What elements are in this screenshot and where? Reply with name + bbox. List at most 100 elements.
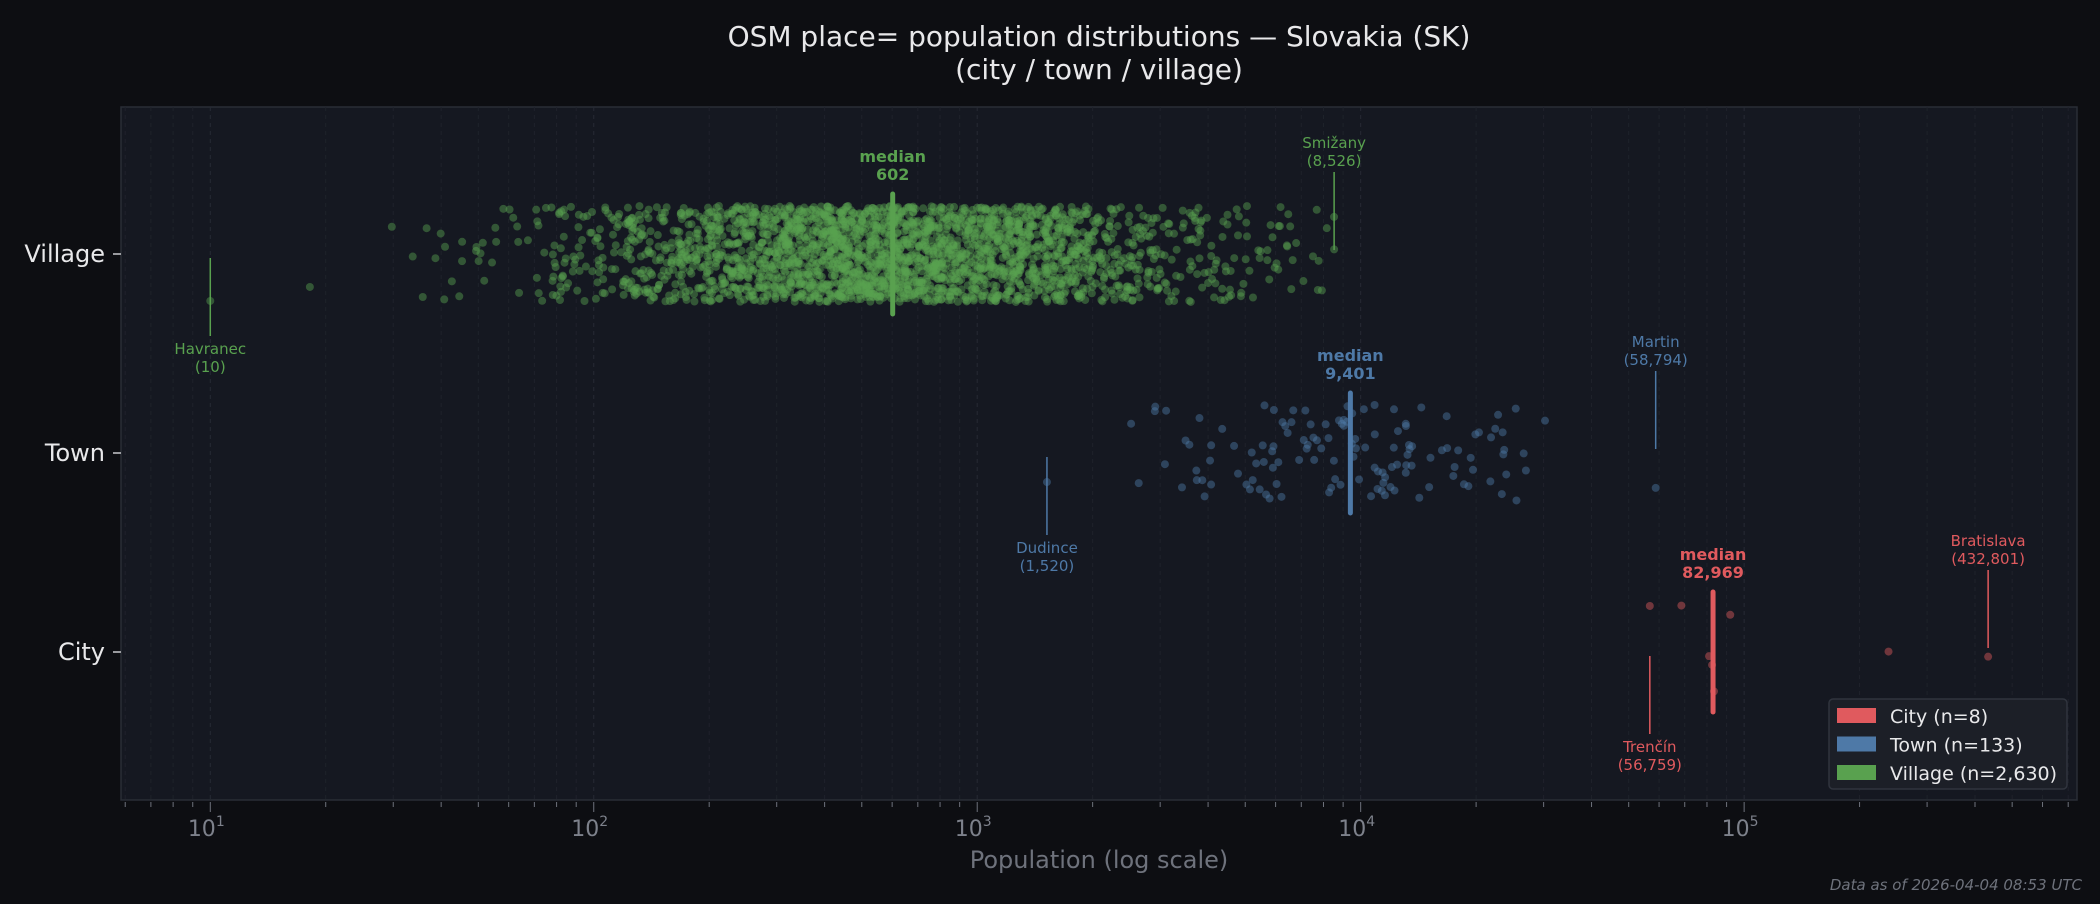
village-point: [1057, 243, 1066, 252]
village-point: [917, 267, 926, 276]
village-point: [793, 251, 802, 260]
village-point: [791, 227, 800, 236]
village-point: [977, 292, 986, 301]
village-point: [627, 255, 636, 264]
village-point: [1022, 247, 1031, 256]
town-point: [1471, 430, 1480, 439]
village-point: [1017, 240, 1026, 249]
y-tick-label-town: Town: [44, 439, 105, 467]
village-point: [598, 253, 607, 262]
village-point: [1071, 209, 1080, 218]
village-point: [819, 250, 828, 259]
village-point: [951, 249, 960, 258]
village-point: [1004, 267, 1013, 276]
village-point: [805, 262, 814, 271]
village-point: [1142, 231, 1151, 240]
village-point: [799, 209, 808, 218]
village-point: [904, 257, 913, 266]
village-point: [838, 253, 847, 262]
village-point: [838, 273, 847, 282]
village-point: [621, 219, 630, 228]
village-point: [1042, 270, 1051, 279]
village-point: [1036, 278, 1045, 287]
village-point: [436, 229, 445, 238]
village-point: [901, 266, 910, 275]
village-point: [867, 237, 876, 246]
village-point: [759, 221, 768, 230]
village-point: [472, 242, 481, 251]
town-point: [1269, 405, 1278, 414]
village-point: [687, 220, 696, 229]
village-point: [712, 252, 721, 261]
village-point: [685, 256, 694, 265]
village-point: [833, 256, 842, 265]
village-point: [700, 261, 709, 270]
village-point: [840, 262, 849, 271]
village-point: [1190, 213, 1199, 222]
village-point: [790, 293, 799, 302]
village-point: [905, 234, 914, 243]
village-point: [1044, 228, 1053, 237]
village-point: [1204, 279, 1213, 288]
village-point: [971, 261, 980, 270]
village-point: [591, 294, 600, 303]
village-point: [915, 286, 924, 295]
village-point: [849, 208, 858, 217]
village-point: [783, 285, 792, 294]
legend: City (n=8)Town (n=133)Village (n=2,630): [1828, 698, 2068, 790]
village-point: [1058, 226, 1067, 235]
village-point: [1016, 263, 1025, 272]
village-point: [928, 268, 937, 277]
village-point: [1067, 278, 1076, 287]
village-point: [759, 282, 768, 291]
town-point: [1339, 421, 1348, 430]
village-point: [685, 207, 694, 216]
town-point: [1511, 404, 1520, 413]
village-point: [828, 235, 837, 244]
village-point: [1163, 286, 1172, 295]
village-point: [834, 251, 843, 260]
village-point: [532, 273, 541, 282]
village-point: [826, 203, 835, 212]
village-point: [1047, 221, 1056, 230]
village-point: [838, 231, 847, 240]
village-point: [1188, 211, 1197, 220]
village-point: [831, 232, 840, 241]
village-point: [920, 216, 929, 225]
village-point: [928, 208, 937, 217]
village-point: [899, 292, 908, 301]
village-point: [966, 252, 975, 261]
village-point: [690, 251, 699, 260]
village-point: [1029, 254, 1038, 263]
village-point: [977, 247, 986, 256]
village-point: [908, 218, 917, 227]
village-point: [1021, 248, 1030, 257]
village-point: [842, 207, 851, 216]
x-axis: 101 102 103 104 105: [124, 802, 2069, 842]
village-point: [945, 208, 954, 217]
village-point: [991, 296, 1000, 305]
village-point: [737, 205, 746, 214]
village-point: [899, 236, 908, 245]
village-point: [842, 234, 851, 243]
village-point: [1082, 210, 1091, 219]
village-point: [1022, 205, 1031, 214]
village-point: [784, 240, 793, 249]
village-point: [1248, 293, 1257, 302]
village-point: [878, 251, 887, 260]
village-point: [1218, 284, 1227, 293]
village-point: [541, 203, 550, 212]
village-point: [815, 271, 824, 280]
village-point: [593, 233, 602, 242]
village-point: [1138, 226, 1147, 235]
village-point: [941, 276, 950, 285]
village-point: [769, 207, 778, 216]
village-point: [1012, 226, 1021, 235]
village-point: [641, 288, 650, 297]
village-point: [986, 261, 995, 270]
village-point: [866, 238, 875, 247]
village-point: [945, 275, 954, 284]
village-point: [961, 255, 970, 264]
village-point: [1003, 282, 1012, 291]
village-point: [962, 249, 971, 258]
